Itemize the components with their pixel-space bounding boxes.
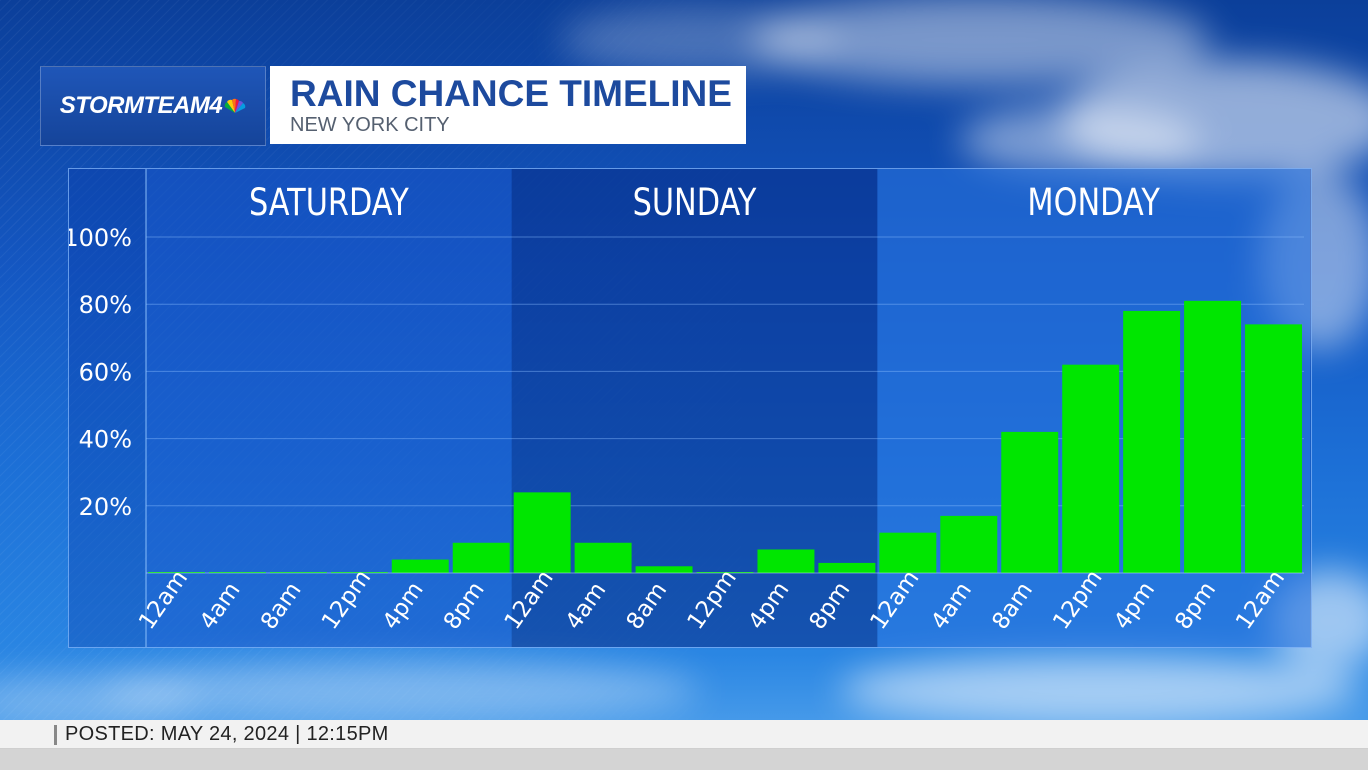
footer-divider (54, 725, 57, 745)
day-label-saturday: SATURDAY (249, 181, 409, 224)
day-band-sunday (511, 169, 878, 647)
posted-timestamp: POSTED: MAY 24, 2024 | 12:15PM (65, 723, 389, 745)
chart-panel: SATURDAY SUNDAY MONDAY 20% 40% 60% 80% 100% 12am… (68, 168, 1312, 648)
y-tick-label: 80% (79, 291, 132, 319)
bar (513, 492, 571, 573)
day-band-saturday (146, 169, 512, 647)
day-label-monday: MONDAY (1027, 181, 1160, 224)
peacock-icon (225, 98, 246, 113)
page-subtitle: NEW YORK CITY (290, 114, 450, 136)
y-tick-label: 100% (69, 224, 132, 252)
bar (818, 562, 876, 573)
title-card: RAIN CHANCE TIMELINE NEW YORK CITY (270, 66, 746, 144)
bar (574, 542, 632, 573)
station-logo: STORMTEAM4 (40, 66, 266, 146)
bar (757, 549, 815, 573)
logo-text: STORMTEAM4 (59, 92, 223, 119)
y-tick-label: 40% (79, 426, 132, 454)
bar (940, 515, 998, 573)
bar (635, 566, 693, 573)
bar (1184, 300, 1242, 573)
page-title: RAIN CHANCE TIMELINE (290, 73, 732, 114)
bar (391, 559, 449, 573)
y-tick-label: 60% (79, 358, 132, 386)
bar (1123, 310, 1181, 573)
bar (452, 542, 510, 573)
bar (879, 532, 937, 573)
bar (1245, 324, 1302, 573)
bar (1001, 431, 1059, 573)
bar (1062, 364, 1120, 573)
rain-chance-chart: SATURDAY SUNDAY MONDAY20%40%60%80%100%12am… (69, 169, 1310, 647)
footer-bar: POSTED: MAY 24, 2024 | 12:15PM (0, 720, 1368, 749)
day-label-sunday: SUNDAY (633, 181, 757, 224)
footer-strip (0, 749, 1368, 770)
y-tick-label: 20% (79, 493, 132, 521)
